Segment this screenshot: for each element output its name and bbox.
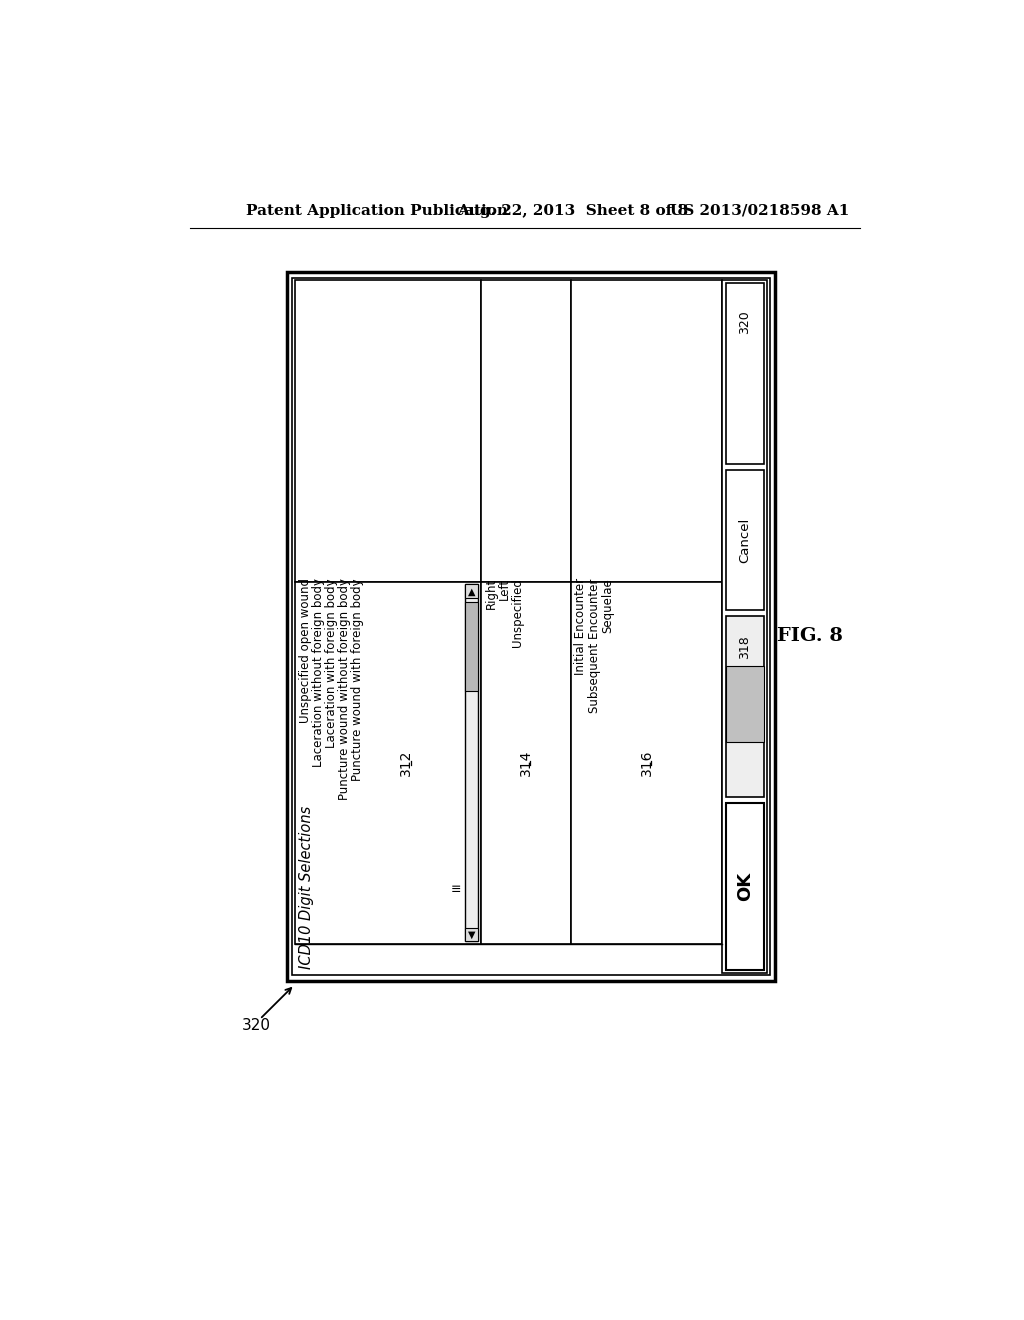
Text: FIG. 8: FIG. 8 [777, 627, 843, 644]
Text: 312: 312 [399, 750, 414, 776]
Text: ≡: ≡ [451, 883, 461, 896]
Bar [726, 470, 764, 610]
Text: ICD10 Digit Selections: ICD10 Digit Selections [299, 807, 313, 969]
Bar [295, 280, 480, 582]
Text: OK: OK [736, 873, 754, 902]
Bar [570, 280, 722, 582]
Text: Puncture wound without foreign body: Puncture wound without foreign body [338, 578, 351, 800]
Bar [480, 280, 570, 582]
Text: 320: 320 [242, 1018, 271, 1034]
Text: ▼: ▼ [468, 929, 475, 940]
Text: Right: Right [484, 578, 498, 610]
Bar [726, 667, 764, 742]
Text: Laceration with foreign body: Laceration with foreign body [325, 578, 338, 748]
Bar [295, 944, 722, 973]
Text: 316: 316 [640, 750, 653, 776]
Text: 318: 318 [738, 635, 752, 659]
Bar [570, 582, 722, 944]
Text: 314: 314 [518, 750, 532, 776]
Text: Cancel: Cancel [738, 517, 752, 562]
Bar [722, 280, 767, 973]
Text: Unspecified open wound: Unspecified open wound [299, 578, 311, 723]
Bar [726, 803, 764, 970]
Bar [726, 284, 764, 465]
Bar [287, 272, 775, 981]
Text: Laceration without foreign body: Laceration without foreign body [311, 578, 325, 767]
Text: Left: Left [498, 578, 511, 601]
Bar [465, 928, 478, 941]
Bar [292, 277, 770, 975]
Text: 320: 320 [738, 310, 752, 334]
Text: Unspecified: Unspecified [511, 578, 524, 647]
Text: Puncture wound with foreign body: Puncture wound with foreign body [351, 578, 365, 781]
Bar [480, 582, 570, 944]
Bar [465, 602, 478, 692]
Text: Subsequent Encounter: Subsequent Encounter [588, 578, 601, 713]
Text: ▲: ▲ [468, 586, 475, 597]
Bar [295, 582, 480, 944]
Bar [726, 615, 764, 797]
Text: Aug. 22, 2013  Sheet 8 of 8: Aug. 22, 2013 Sheet 8 of 8 [458, 203, 688, 218]
Text: Patent Application Publication: Patent Application Publication [246, 203, 508, 218]
Text: Initial Encounter: Initial Encounter [574, 578, 588, 676]
Text: US 2013/0218598 A1: US 2013/0218598 A1 [671, 203, 850, 218]
Text: Sequelae: Sequelae [601, 578, 613, 634]
Bar [465, 585, 478, 598]
Bar [465, 585, 478, 941]
